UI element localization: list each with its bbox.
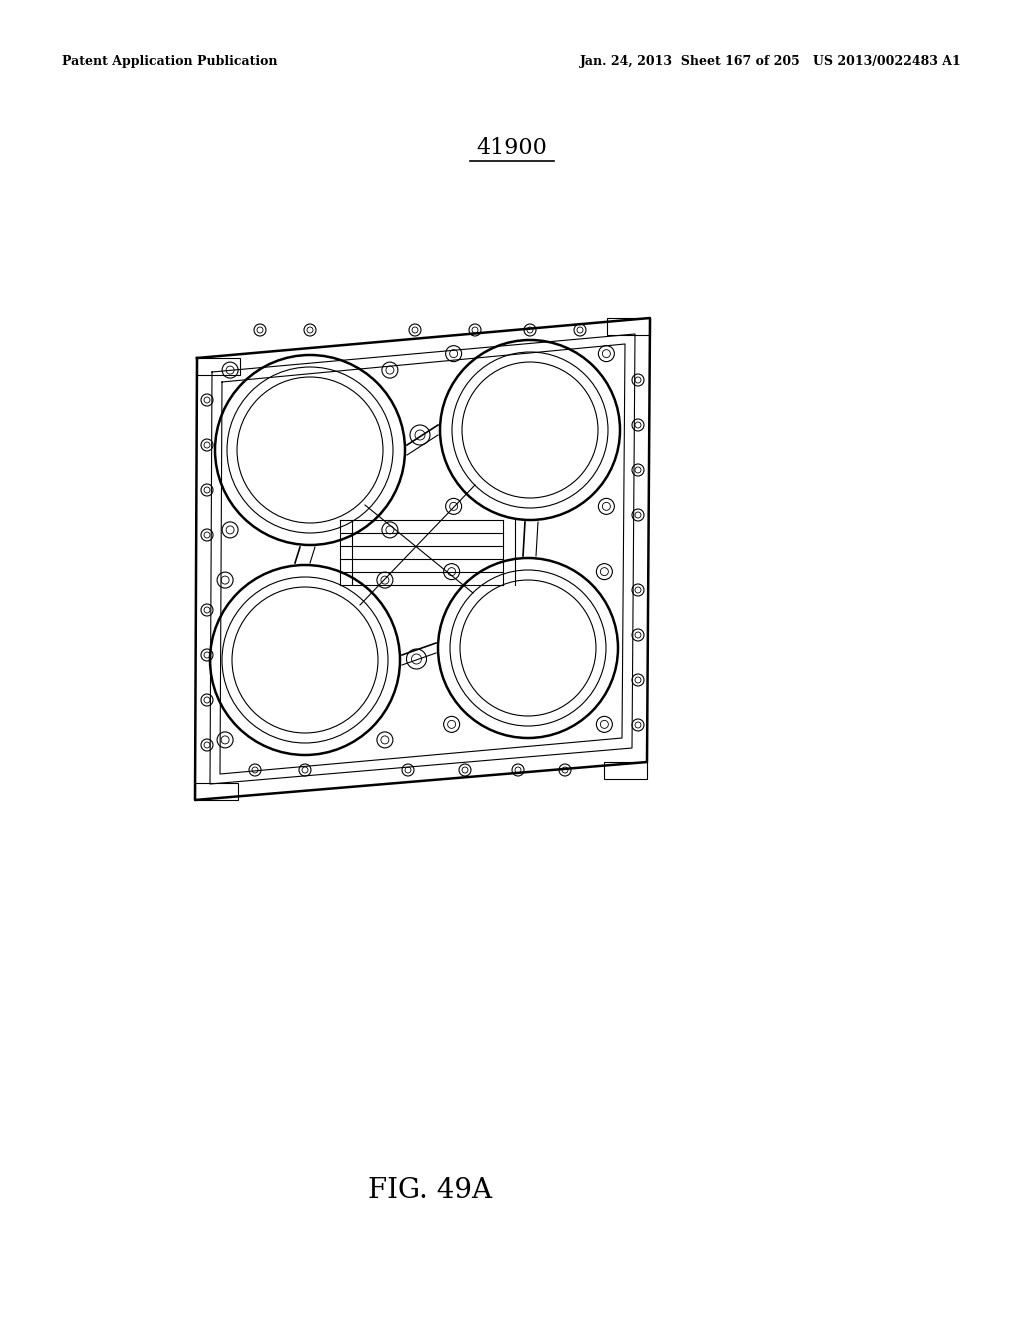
Text: FIG. 49A: FIG. 49A [368,1176,493,1204]
Text: Patent Application Publication: Patent Application Publication [62,55,278,69]
Text: 41900: 41900 [476,137,548,158]
Text: Jan. 24, 2013  Sheet 167 of 205   US 2013/0022483 A1: Jan. 24, 2013 Sheet 167 of 205 US 2013/0… [581,55,962,69]
